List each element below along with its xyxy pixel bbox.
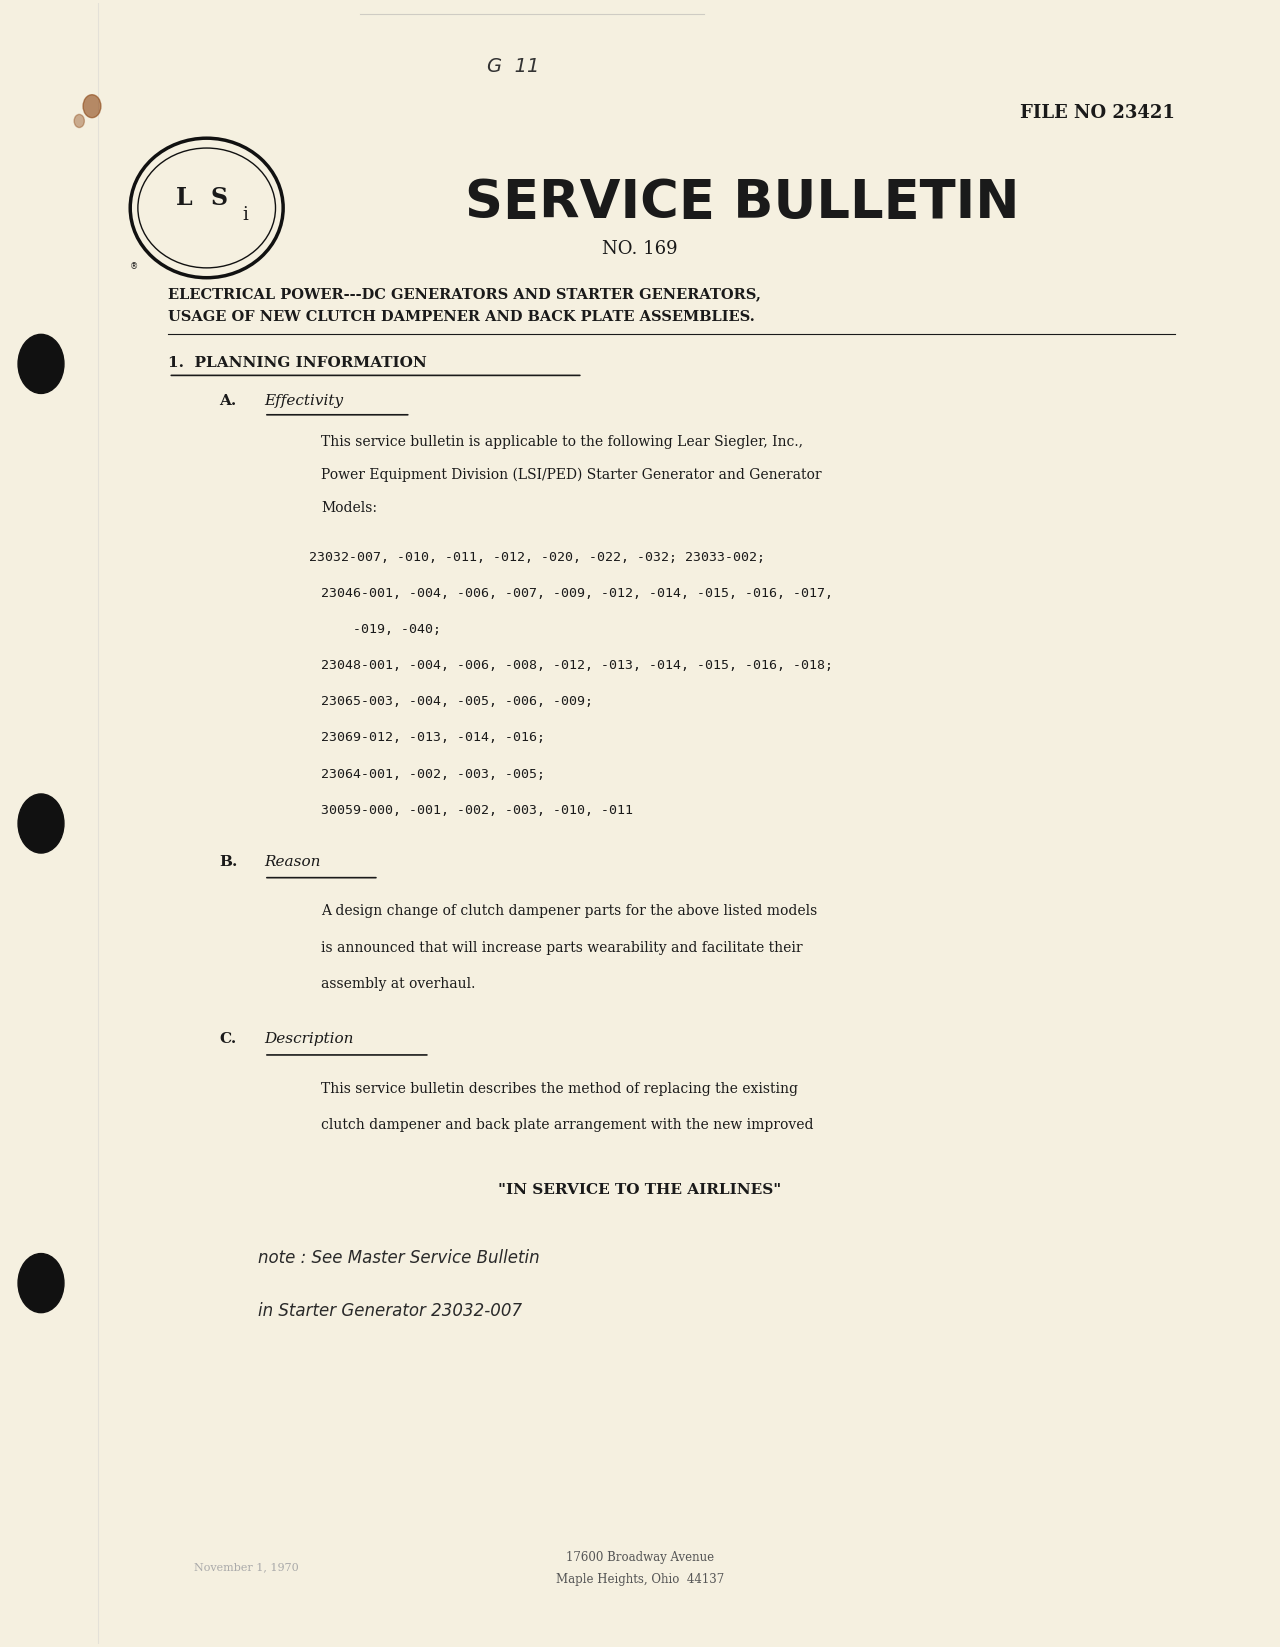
Text: 23069-012, -013, -014, -016;: 23069-012, -013, -014, -016;	[321, 731, 545, 744]
Text: note : See Master Service Bulletin: note : See Master Service Bulletin	[257, 1250, 539, 1268]
Text: ELECTRICAL POWER---DC GENERATORS AND STARTER GENERATORS,: ELECTRICAL POWER---DC GENERATORS AND STA…	[169, 287, 762, 301]
Circle shape	[74, 114, 84, 127]
Text: November 1, 1970: November 1, 1970	[195, 1563, 298, 1573]
Text: This service bulletin describes the method of replacing the existing: This service bulletin describes the meth…	[321, 1082, 799, 1095]
Text: G  11: G 11	[488, 56, 539, 76]
Text: NO. 169: NO. 169	[602, 240, 678, 259]
Text: Reason: Reason	[264, 855, 320, 870]
Text: FILE NO 23421: FILE NO 23421	[1020, 104, 1175, 122]
Text: ®: ®	[131, 262, 138, 272]
Text: A.: A.	[219, 394, 237, 408]
Text: 23048-001, -004, -006, -008, -012, -013, -014, -015, -016, -018;: 23048-001, -004, -006, -008, -012, -013,…	[321, 659, 833, 672]
Circle shape	[83, 94, 101, 117]
Circle shape	[18, 794, 64, 853]
Text: i: i	[242, 206, 248, 224]
Text: 30059-000, -001, -002, -003, -010, -011: 30059-000, -001, -002, -003, -010, -011	[321, 804, 634, 817]
Circle shape	[18, 334, 64, 394]
Text: clutch dampener and back plate arrangement with the new improved: clutch dampener and back plate arrangeme…	[321, 1118, 814, 1131]
Circle shape	[18, 1253, 64, 1313]
Text: C.: C.	[219, 1033, 237, 1046]
Text: Effectivity: Effectivity	[264, 394, 343, 408]
Text: 17600 Broadway Avenue: 17600 Broadway Avenue	[566, 1550, 714, 1563]
Text: 1.  PLANNING INFORMATION: 1. PLANNING INFORMATION	[169, 356, 428, 371]
Text: This service bulletin is applicable to the following Lear Siegler, Inc.,: This service bulletin is applicable to t…	[321, 435, 804, 450]
Text: L: L	[175, 186, 192, 211]
Text: "IN SERVICE TO THE AIRLINES": "IN SERVICE TO THE AIRLINES"	[498, 1184, 782, 1197]
Text: USAGE OF NEW CLUTCH DAMPENER AND BACK PLATE ASSEMBLIES.: USAGE OF NEW CLUTCH DAMPENER AND BACK PL…	[169, 310, 755, 324]
Text: 23032-007, -010, -011, -012, -020, -022, -032; 23033-002;: 23032-007, -010, -011, -012, -020, -022,…	[308, 550, 764, 563]
Text: 23046-001, -004, -006, -007, -009, -012, -014, -015, -016, -017,: 23046-001, -004, -006, -007, -009, -012,…	[321, 586, 833, 600]
Text: 23064-001, -002, -003, -005;: 23064-001, -002, -003, -005;	[321, 768, 545, 781]
Text: 23065-003, -004, -005, -006, -009;: 23065-003, -004, -005, -006, -009;	[321, 695, 594, 708]
Text: Models:: Models:	[321, 501, 378, 514]
Text: is announced that will increase parts wearability and facilitate their: is announced that will increase parts we…	[321, 940, 803, 955]
Text: in Starter Generator 23032-007: in Starter Generator 23032-007	[257, 1301, 522, 1319]
Text: B.: B.	[219, 855, 238, 870]
Text: -019, -040;: -019, -040;	[321, 623, 442, 636]
Text: assembly at overhaul.: assembly at overhaul.	[321, 977, 476, 990]
Text: SERVICE BULLETIN: SERVICE BULLETIN	[465, 176, 1019, 229]
Text: A design change of clutch dampener parts for the above listed models: A design change of clutch dampener parts…	[321, 904, 818, 919]
Text: Maple Heights, Ohio  44137: Maple Heights, Ohio 44137	[556, 1573, 724, 1586]
Text: Power Equipment Division (LSI/PED) Starter Generator and Generator: Power Equipment Division (LSI/PED) Start…	[321, 468, 822, 483]
Text: Description: Description	[264, 1033, 353, 1046]
Text: S: S	[211, 186, 228, 211]
